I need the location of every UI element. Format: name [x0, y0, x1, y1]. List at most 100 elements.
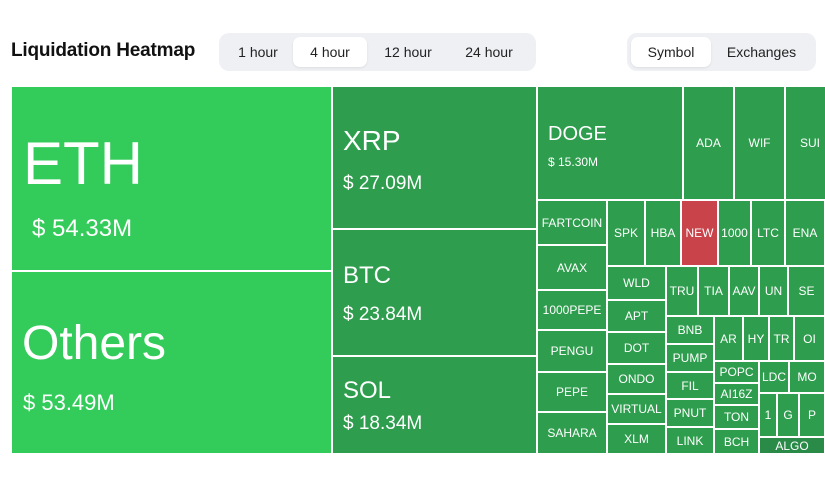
- cell-symbol: 1: [764, 408, 772, 422]
- heatmap-cell-aav[interactable]: AAV: [729, 266, 759, 316]
- heatmap-cell-ar[interactable]: AR: [714, 316, 743, 361]
- heatmap-cell-link[interactable]: LINK: [666, 427, 714, 454]
- heatmap-cell-1000[interactable]: 1000: [718, 200, 751, 266]
- cell-symbol: SOL: [343, 377, 392, 404]
- cell-symbol: PUMP: [672, 351, 708, 365]
- cell-symbol: AR: [720, 331, 737, 346]
- heatmap-cell-virtual[interactable]: VIRTUAL: [607, 394, 666, 424]
- cell-symbol: HY: [747, 331, 765, 346]
- heatmap-cell-fartcoin[interactable]: FARTCOIN: [537, 200, 607, 245]
- cell-symbol: HBA: [650, 226, 676, 240]
- heatmap-cell-wif[interactable]: WIF: [734, 86, 785, 200]
- heatmap-cell-apt[interactable]: APT: [607, 300, 666, 332]
- cell-value: $ 53.49M: [23, 390, 115, 415]
- heatmap-cell-1[interactable]: 1: [759, 393, 777, 437]
- cell-symbol: AAV: [732, 284, 756, 298]
- heatmap-cell-g[interactable]: G: [777, 393, 799, 437]
- cell-symbol: TIA: [704, 284, 723, 298]
- heatmap-cell-tru[interactable]: TRU: [666, 266, 698, 316]
- cell-symbol: FARTCOIN: [541, 215, 603, 230]
- cell-symbol: SE: [798, 284, 815, 298]
- heatmap-cell-p[interactable]: P: [799, 393, 825, 437]
- heatmap-cell-pepe[interactable]: PEPE: [537, 372, 607, 412]
- cell-symbol: VIRTUAL: [611, 402, 662, 416]
- cell-symbol: TON: [723, 410, 750, 424]
- tab-12-hour[interactable]: 12 hour: [384, 44, 432, 60]
- heatmap-cell-bnb[interactable]: BNB: [666, 316, 714, 344]
- heatmap-cell-tr[interactable]: TR: [769, 316, 794, 361]
- cell-symbol: LTC: [757, 226, 779, 240]
- heatmap-cell-bch[interactable]: BCH: [714, 429, 759, 454]
- heatmap-cell-fil[interactable]: FIL: [666, 372, 714, 399]
- heatmap-cell-1000pepe[interactable]: 1000PEPE: [537, 290, 607, 330]
- cell-symbol: 1000PEPE: [542, 303, 602, 317]
- tab-4-hour[interactable]: 4 hour: [293, 37, 367, 67]
- cell-symbol: ADA: [696, 136, 721, 150]
- cell-symbol: MO: [797, 370, 817, 384]
- cell-symbol: XLM: [624, 432, 649, 446]
- cell-symbol: TRU: [669, 284, 695, 298]
- heatmap-cell-algo[interactable]: ALGO: [759, 437, 825, 454]
- cell-symbol: FIL: [681, 378, 699, 393]
- cell-symbol: ONDO: [618, 372, 655, 386]
- heatmap-cell-ena[interactable]: ENA: [785, 200, 825, 266]
- heatmap-cell-sui[interactable]: SUI: [785, 86, 825, 200]
- cell-symbol: OI: [803, 331, 816, 346]
- heatmap-cell-avax[interactable]: AVAX: [537, 245, 607, 290]
- liquidation-heatmap: ETH $ 54.33M Others $ 53.49M XRP $ 27.09…: [11, 86, 825, 454]
- heatmap-cell-pengu[interactable]: PENGU: [537, 330, 607, 372]
- heatmap-cell-hy[interactable]: HY: [743, 316, 769, 361]
- cell-symbol: AI16Z: [720, 387, 753, 401]
- heatmap-cell-sol[interactable]: SOL $ 18.34M: [332, 356, 537, 454]
- cell-value: $ 18.34M: [343, 413, 423, 434]
- cell-symbol: ETH: [23, 130, 143, 197]
- heatmap-cell-oi[interactable]: OI: [794, 316, 825, 361]
- page-title: Liquidation Heatmap: [11, 40, 196, 61]
- cell-symbol: ALGO: [775, 438, 809, 453]
- cell-symbol: LINK: [676, 433, 704, 448]
- heatmap-cell-pump[interactable]: PUMP: [666, 344, 714, 372]
- cell-symbol: PEPE: [555, 385, 588, 399]
- heatmap-cell-hba[interactable]: HBA: [645, 200, 681, 266]
- heatmap-cell-un[interactable]: UN: [759, 266, 788, 316]
- cell-symbol: BTC: [343, 262, 391, 289]
- heatmap-cell-ltc[interactable]: LTC: [751, 200, 785, 266]
- heatmap-cell-xrp[interactable]: XRP $ 27.09M: [332, 86, 537, 229]
- cell-symbol: POPC: [719, 365, 754, 379]
- heatmap-cell-pnut[interactable]: PNUT: [666, 399, 714, 427]
- cell-symbol: PENGU: [550, 344, 594, 358]
- heatmap-cell-xlm[interactable]: XLM: [607, 424, 666, 454]
- heatmap-cell-ai16z[interactable]: AI16Z: [714, 383, 759, 405]
- heatmap-cell-ada[interactable]: ADA: [683, 86, 734, 200]
- tab-symbol[interactable]: Symbol: [631, 37, 711, 67]
- footer-spacer: [11, 454, 825, 504]
- cell-symbol: ENA: [792, 226, 818, 240]
- heatmap-cell-sahara[interactable]: SAHARA: [537, 412, 607, 454]
- heatmap-cell-doge[interactable]: DOGE $ 15.30M: [537, 86, 683, 200]
- tab-exchanges[interactable]: Exchanges: [726, 44, 797, 60]
- heatmap-cell-new[interactable]: NEW: [681, 200, 718, 266]
- group-by-selector: Symbol Exchanges: [627, 33, 816, 71]
- heatmap-cell-ton[interactable]: TON: [714, 405, 759, 429]
- tab-1-hour[interactable]: 1 hour: [238, 44, 278, 60]
- heatmap-cell-ondo[interactable]: ONDO: [607, 364, 666, 394]
- heatmap-cell-wld[interactable]: WLD: [607, 266, 666, 300]
- cell-symbol: UN: [764, 284, 783, 298]
- heatmap-cell-ldc[interactable]: LDC: [759, 361, 789, 393]
- heatmap-cell-others[interactable]: Others $ 53.49M: [11, 271, 332, 454]
- cell-value: $ 23.84M: [343, 304, 423, 325]
- heatmap-cell-se[interactable]: SE: [788, 266, 825, 316]
- heatmap-cell-spk[interactable]: SPK: [607, 200, 645, 266]
- heatmap-cell-eth[interactable]: ETH $ 54.33M: [11, 86, 332, 271]
- cell-symbol: DOGE: [548, 123, 607, 145]
- cell-symbol: G: [783, 408, 793, 422]
- tab-24-hour[interactable]: 24 hour: [465, 44, 513, 60]
- heatmap-cell-mo[interactable]: MO: [789, 361, 825, 393]
- cell-symbol: AVAX: [556, 260, 588, 275]
- heatmap-cell-dot[interactable]: DOT: [607, 332, 666, 364]
- heatmap-cell-btc[interactable]: BTC $ 23.84M: [332, 229, 537, 356]
- cell-symbol: SUI: [799, 136, 820, 150]
- heatmap-cell-popc[interactable]: POPC: [714, 361, 759, 383]
- heatmap-cell-tia[interactable]: TIA: [698, 266, 729, 316]
- cell-symbol: LDC: [762, 370, 787, 384]
